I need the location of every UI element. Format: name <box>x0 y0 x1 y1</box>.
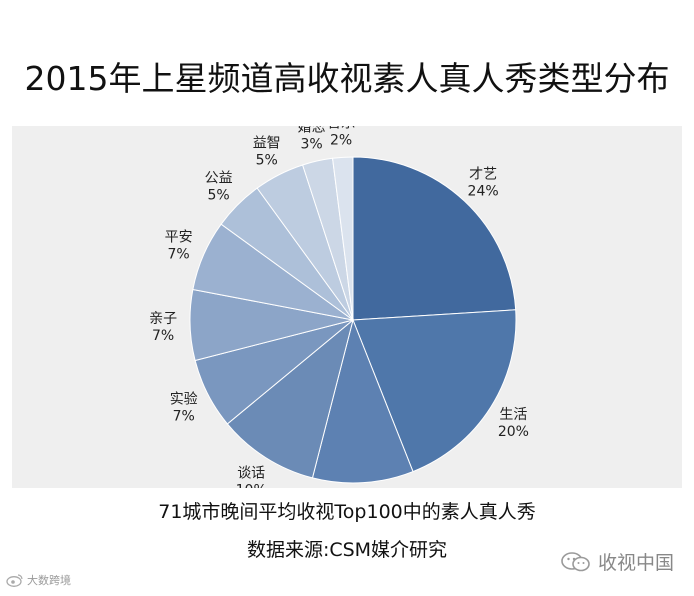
slice-percent-label: 7% <box>152 328 174 344</box>
pie-chart: 才艺24%生活20%竞技10%谈话10%实验7%亲子7%平安7%公益5%益智5%… <box>149 126 529 488</box>
slice-category-label: 生活 <box>499 407 527 423</box>
slice-category-label: 才艺 <box>469 167 497 183</box>
slice-percent-label: 24% <box>468 184 499 200</box>
wechat-label: 收视中国 <box>597 552 674 574</box>
slice-category-label: 亲子 <box>149 311 177 327</box>
slice-label-益智: 益智5% <box>253 136 281 169</box>
slice-category-label: 平安 <box>165 230 193 246</box>
slice-percent-label: 2% <box>330 132 352 148</box>
slice-label-音乐: 音乐2% <box>327 126 355 148</box>
chart-panel: 才艺24%生活20%竞技10%谈话10%实验7%亲子7%平安7%公益5%益智5%… <box>12 126 682 488</box>
wechat-account: 收视中国 <box>560 548 674 575</box>
watermark: 大数跨境 <box>6 572 71 588</box>
slice-category-label: 谈话 <box>237 465 265 481</box>
slice-percent-label: 20% <box>498 424 529 440</box>
pie-slice-谈话 <box>226 318 354 479</box>
wechat-icon <box>561 551 590 571</box>
slice-category-label: 婚恋 <box>298 126 326 136</box>
slice-percent-label: 10% <box>236 482 267 488</box>
slice-label-谈话: 谈话10% <box>236 465 267 488</box>
slice-percent-label: 7% <box>167 247 189 263</box>
pie-slice-才艺 <box>352 156 517 321</box>
chart-title: 2015年上星频道高收视素人真人秀类型分布 <box>24 59 670 98</box>
caption-source: 数据来源:CSM媒介研究 <box>246 539 448 561</box>
slice-category-label: 公益 <box>205 171 233 187</box>
slice-label-婚恋: 婚恋3% <box>298 126 326 153</box>
slice-label-亲子: 亲子7% <box>149 311 177 344</box>
watermark-label: 大数跨境 <box>27 574 71 587</box>
slice-label-实验: 实验7% <box>170 391 198 424</box>
slice-percent-label: 5% <box>256 153 278 169</box>
weibo-icon <box>6 574 23 587</box>
pie-slice-竞技 <box>311 318 414 484</box>
slice-percent-label: 3% <box>300 137 322 153</box>
pie-slice-生活 <box>352 309 517 473</box>
slice-percent-label: 7% <box>173 408 195 424</box>
caption-sample: 71城市晚间平均收视Top100中的素人真人秀 <box>158 501 536 523</box>
pie-slice-音乐 <box>332 156 354 321</box>
slice-label-公益: 公益5% <box>205 171 233 204</box>
slice-category-label: 实验 <box>170 391 198 407</box>
slice-category-label: 音乐 <box>327 126 355 131</box>
slice-label-平安: 平安7% <box>165 230 193 263</box>
slice-category-label: 益智 <box>253 136 281 152</box>
slice-percent-label: 5% <box>207 188 229 204</box>
